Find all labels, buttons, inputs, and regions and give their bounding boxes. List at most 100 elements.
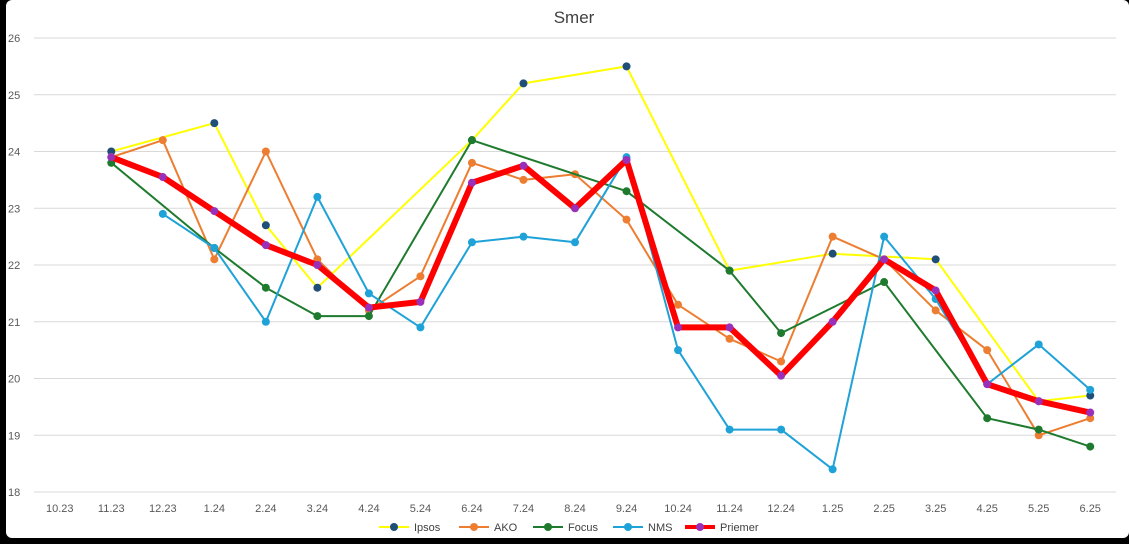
data-point [880, 255, 889, 264]
data-point [1034, 397, 1043, 406]
x-tick-label: 11.23 [98, 503, 125, 515]
x-tick-label: 9.24 [616, 503, 637, 515]
data-point [880, 278, 889, 287]
data-point [313, 283, 322, 292]
data-point [467, 158, 476, 167]
series-ipsos [107, 62, 1095, 406]
legend-label: Focus [568, 522, 598, 534]
data-point [158, 136, 167, 145]
x-tick-label: 3.24 [307, 503, 328, 515]
data-point [416, 272, 425, 281]
data-point [261, 283, 270, 292]
legend-entry: AKO [459, 522, 518, 534]
data-point [158, 209, 167, 218]
legend-entry: Focus [533, 522, 598, 534]
legend: Ipsos AKO Focus NMS Priemer [379, 522, 759, 534]
x-tick-label: 10.23 [46, 503, 74, 515]
x-tick-label: 1.24 [204, 503, 225, 515]
legend-swatch-marker [390, 523, 398, 531]
legend-entry: Ipsos [379, 522, 441, 534]
x-tick-label: 5.24 [410, 503, 431, 515]
data-point [725, 425, 734, 434]
chart-title: Smer [554, 8, 595, 27]
data-point [571, 204, 579, 213]
series-line [110, 65, 1092, 403]
data-point [210, 243, 219, 252]
data-point [1034, 431, 1043, 440]
data-point [725, 323, 734, 332]
y-tick-label: 20 [8, 374, 20, 386]
data-point [1086, 414, 1095, 423]
x-tick-label: 6.25 [1080, 503, 1101, 515]
data-point [828, 465, 837, 474]
gridlines [34, 37, 1116, 493]
data-point [674, 323, 683, 332]
y-tick-label: 21 [8, 317, 20, 329]
data-point [1086, 385, 1095, 394]
chart-frame: Smer 18 19 20 21 22 23 24 25 26 10.23 11.23 12.23 1… [6, 0, 1129, 538]
data-point [674, 346, 683, 355]
data-point [622, 215, 631, 224]
data-point [777, 357, 786, 366]
data-point [364, 289, 373, 298]
data-point [158, 173, 167, 182]
data-point [622, 62, 631, 71]
data-point [1086, 408, 1095, 417]
x-tick-label: 2.24 [255, 503, 276, 515]
data-point [983, 414, 992, 423]
data-point [467, 238, 476, 247]
legend-label: NMS [648, 522, 672, 534]
data-point [828, 232, 837, 241]
x-tick-label: 4.25 [976, 503, 997, 515]
x-tick-label: 7.24 [513, 503, 534, 515]
y-tick-label: 25 [8, 90, 20, 102]
data-point [261, 221, 270, 230]
data-point [828, 249, 837, 258]
legend-swatch-marker [696, 523, 704, 531]
series-priemer [107, 153, 1095, 417]
data-point [931, 255, 940, 264]
x-tick-label: 10.24 [664, 503, 692, 515]
data-point [828, 317, 837, 326]
data-point [880, 232, 889, 241]
data-point [725, 334, 734, 343]
x-tick-label: 11.24 [716, 503, 743, 515]
data-point [313, 312, 322, 321]
x-tick-label: 6.24 [461, 503, 482, 515]
y-tick-label: 26 [8, 33, 20, 45]
data-point [364, 312, 373, 321]
data-point [519, 232, 528, 241]
legend-entry: Priemer [685, 522, 759, 534]
data-point [519, 175, 528, 184]
data-point [467, 178, 476, 187]
legend-label: AKO [494, 522, 518, 534]
data-point [210, 207, 219, 216]
data-point [777, 425, 786, 434]
data-point [210, 119, 219, 128]
data-point [571, 238, 579, 247]
legend-swatch-marker [470, 523, 478, 531]
y-axis-ticks: 18 19 20 21 22 23 24 25 26 [8, 33, 20, 499]
data-point [777, 329, 786, 338]
x-tick-label: 1.25 [822, 503, 843, 515]
x-tick-label: 8.24 [564, 503, 585, 515]
data-point [261, 241, 270, 250]
data-point [931, 286, 940, 295]
data-point [313, 192, 322, 201]
y-tick-label: 24 [8, 147, 20, 159]
y-tick-label: 23 [8, 203, 20, 215]
x-tick-label: 12.23 [149, 503, 177, 515]
data-point [983, 346, 992, 355]
legend-swatch-marker [624, 523, 632, 531]
data-point [107, 153, 116, 162]
data-point [107, 147, 116, 156]
data-point [983, 380, 992, 389]
data-point [1086, 391, 1095, 400]
x-tick-label: 2.25 [873, 503, 894, 515]
x-tick-label: 5.25 [1028, 503, 1049, 515]
data-point [210, 255, 219, 264]
x-tick-label: 4.24 [358, 503, 379, 515]
series-line [108, 154, 1094, 416]
data-point [1086, 442, 1095, 451]
